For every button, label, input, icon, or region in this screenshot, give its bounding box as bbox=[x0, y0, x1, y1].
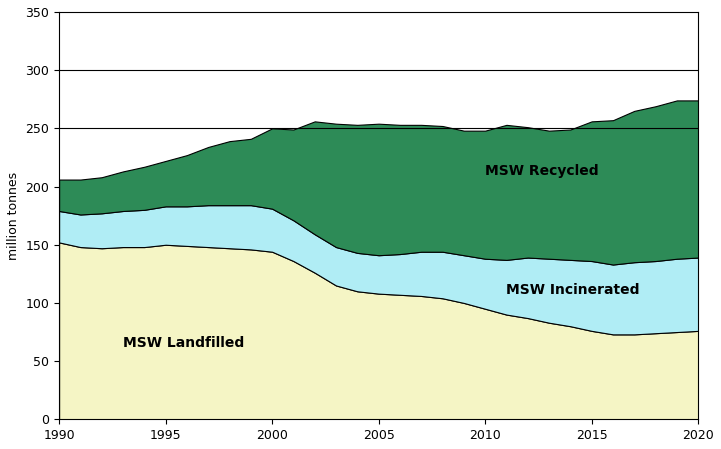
Text: MSW Incinerated: MSW Incinerated bbox=[506, 282, 640, 297]
Text: MSW Recycled: MSW Recycled bbox=[485, 164, 598, 178]
Y-axis label: million tonnes: million tonnes bbox=[7, 172, 20, 260]
Text: MSW Landfilled: MSW Landfilled bbox=[123, 336, 244, 350]
